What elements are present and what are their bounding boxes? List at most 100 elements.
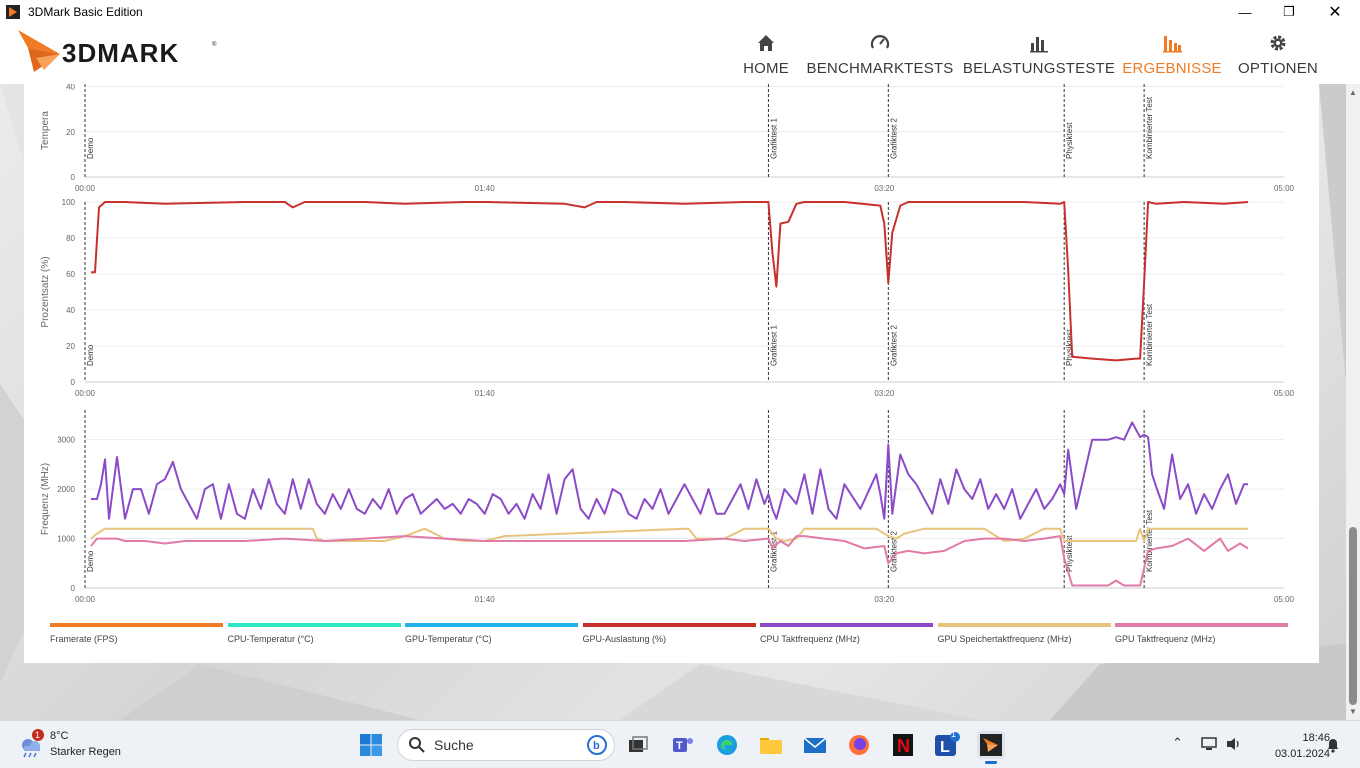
app-icon — [6, 5, 20, 19]
y-tick-label: 0 — [71, 378, 76, 387]
legend-item[interactable]: CPU-Temperatur (°C) — [227, 623, 401, 647]
y-tick-label: 20 — [66, 342, 75, 351]
legend-item[interactable]: Framerate (FPS) — [50, 623, 223, 647]
results-panel: 0 20 40 00:00 01:40 03:20 05:00 Tempera Demo Graf… — [24, 84, 1319, 663]
series-line — [91, 201, 1249, 362]
test-marker-label: Demo — [86, 137, 95, 159]
gauge-icon — [870, 35, 890, 49]
firefox-button[interactable] — [845, 731, 873, 759]
series-line — [90, 527, 1248, 542]
task-view-button[interactable] — [624, 731, 652, 759]
legend-swatch — [937, 623, 1111, 627]
y-tick-label: 20 — [66, 128, 75, 137]
scroll-up-icon[interactable]: ▲ — [1349, 88, 1357, 97]
letter-l-icon: L — [935, 732, 960, 756]
x-tick-label: 05:00 — [1274, 389, 1295, 398]
app-l-button[interactable]: L 1 — [933, 729, 961, 759]
y-tick-label: 3000 — [57, 436, 75, 445]
weather-description: Starker Regen — [50, 746, 121, 758]
svg-text:b: b — [593, 740, 600, 752]
test-marker-label: Grafiktest 2 — [889, 325, 898, 366]
series-line — [90, 535, 1249, 587]
weather-alert-badge: 1 — [35, 730, 41, 740]
legend-item[interactable]: GPU-Temperatur (°C) — [405, 623, 578, 647]
legend-label: GPU Taktfrequenz (MHz) — [1115, 634, 1216, 644]
mail-button[interactable] — [801, 731, 829, 759]
test-marker-label: Demo — [86, 550, 95, 572]
volume-icon[interactable] — [1225, 736, 1243, 752]
scrollbar-thumb[interactable] — [1349, 527, 1357, 705]
file-explorer-button[interactable] — [757, 731, 785, 759]
legend-swatch — [50, 623, 223, 627]
test-marker-label: Physiktest — [1065, 122, 1074, 159]
y-tick-label: 0 — [71, 584, 76, 593]
gear-icon — [1270, 35, 1286, 51]
legend-label: CPU-Temperatur (°C) — [227, 634, 314, 644]
clock[interactable]: 18:46 03.01.2024 — [1275, 730, 1330, 762]
maximize-button[interactable]: ❐ — [1283, 4, 1295, 19]
app-notification-badge: 1 — [951, 729, 957, 739]
teams-icon: T — [673, 738, 693, 752]
test-marker-label: Grafiktest 1 — [769, 118, 778, 159]
folder-icon — [760, 738, 782, 754]
3dmark-icon — [980, 734, 1002, 756]
legend-item[interactable]: GPU-Auslastung (%) — [582, 623, 756, 647]
taskbar-search[interactable]: Suche b — [397, 729, 615, 761]
network-icon[interactable] — [1200, 735, 1218, 753]
legend-item[interactable]: GPU Taktfrequenz (MHz) — [1115, 623, 1288, 647]
nav-ergebnisse[interactable]: ERGEBNISSE — [1122, 24, 1222, 84]
legend-label: GPU-Temperatur (°C) — [405, 634, 492, 644]
nav-benchmarktests[interactable]: BENCHMARKTESTS — [807, 24, 953, 84]
test-marker-label: Grafiktest 2 — [889, 531, 898, 572]
x-tick-label: 00:00 — [75, 389, 96, 398]
results-icon — [1163, 36, 1182, 53]
legend-item[interactable]: GPU Speichertaktfrequenz (MHz) — [937, 623, 1111, 647]
x-tick-label: 00:00 — [75, 595, 96, 604]
y-axis-label: Frequenz (MHz) — [40, 463, 51, 535]
start-button[interactable] — [357, 731, 385, 759]
app-header: 3DMARK ® HOME BENCHMARKTESTS BELASTUNGST… — [0, 24, 1360, 84]
nav-optionen[interactable]: OPTIONEN — [1236, 24, 1320, 84]
legend-swatch — [227, 623, 401, 627]
close-button[interactable]: ✕ — [1328, 4, 1342, 21]
window-title: 3DMark Basic Edition — [28, 5, 143, 19]
teams-button[interactable]: T — [669, 731, 697, 759]
scroll-down-icon[interactable]: ▼ — [1349, 707, 1357, 716]
test-marker-label: Physiktest — [1065, 329, 1074, 366]
nav-optionen-label: OPTIONEN — [1238, 60, 1318, 77]
svg-text:3DMARK: 3DMARK — [62, 38, 179, 68]
search-placeholder: Suche — [434, 737, 474, 753]
3dmark-taskbar-button[interactable] — [977, 731, 1005, 764]
nav-home[interactable]: HOME — [740, 24, 792, 84]
legend-swatch — [1115, 623, 1288, 627]
nav-benchmarktests-label: BENCHMARKTESTS — [806, 60, 954, 77]
nav-belastungsteste[interactable]: BELASTUNGSTESTE — [963, 24, 1115, 84]
mail-icon — [803, 737, 827, 753]
test-marker-label: Grafiktest 2 — [889, 118, 898, 159]
legend-item[interactable]: CPU Taktfrequenz (MHz) — [760, 623, 933, 647]
x-tick-label: 03:20 — [874, 184, 895, 193]
y-tick-label: 2000 — [57, 485, 75, 494]
3dmark-logo: 3DMARK ® — [18, 30, 217, 72]
test-marker-label: Physiktest — [1065, 535, 1074, 572]
x-tick-label: 05:00 — [1274, 595, 1295, 604]
netflix-button[interactable]: N — [889, 731, 917, 759]
notification-bell-icon[interactable] — [1326, 737, 1340, 753]
y-axis-label: Prozentsatz (%) — [40, 256, 51, 327]
x-tick-label: 01:40 — [475, 184, 496, 193]
legend-label: GPU-Auslastung (%) — [582, 634, 667, 644]
tray-chevron-icon[interactable]: ⌃ — [1172, 735, 1183, 750]
weather-widget[interactable]: 1 — [18, 729, 44, 764]
vertical-scrollbar[interactable]: ▲ ▼ — [1346, 84, 1360, 720]
minimize-button[interactable]: — — [1238, 4, 1252, 20]
task-view-icon — [629, 736, 648, 752]
weather-temperature: 8°C — [50, 730, 69, 742]
windows-icon — [360, 734, 382, 756]
legend-label: CPU Taktfrequenz (MHz) — [760, 634, 860, 644]
edge-button[interactable] — [713, 731, 741, 759]
nav-home-label: HOME — [743, 60, 789, 77]
nav-ergebnisse-label: ERGEBNISSE — [1122, 60, 1222, 77]
y-tick-label: 60 — [66, 270, 75, 279]
legend-label: GPU Speichertaktfrequenz (MHz) — [937, 634, 1072, 644]
y-tick-label: 0 — [71, 173, 76, 182]
